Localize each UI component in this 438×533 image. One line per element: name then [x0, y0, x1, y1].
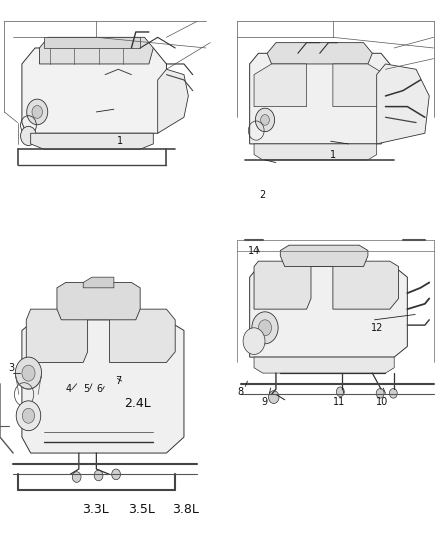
Text: 1: 1	[117, 136, 124, 146]
Polygon shape	[39, 37, 153, 64]
Polygon shape	[83, 277, 114, 288]
Circle shape	[22, 408, 35, 423]
Polygon shape	[267, 43, 372, 64]
Text: 8: 8	[237, 387, 243, 397]
Circle shape	[268, 391, 279, 403]
Text: 3.3L: 3.3L	[82, 503, 109, 515]
Circle shape	[261, 115, 269, 125]
Polygon shape	[377, 64, 429, 144]
Polygon shape	[22, 48, 166, 133]
Polygon shape	[280, 245, 368, 266]
Text: 2.4L: 2.4L	[124, 397, 152, 410]
Polygon shape	[254, 357, 394, 373]
Polygon shape	[22, 320, 184, 453]
Circle shape	[32, 106, 42, 118]
Text: 12: 12	[371, 323, 383, 333]
Circle shape	[376, 389, 384, 398]
Polygon shape	[250, 53, 390, 144]
Text: 3: 3	[9, 363, 15, 373]
Text: 11: 11	[333, 398, 346, 407]
Polygon shape	[158, 69, 188, 133]
Circle shape	[112, 469, 120, 480]
Polygon shape	[26, 309, 88, 362]
Polygon shape	[254, 64, 307, 107]
Text: 6: 6	[97, 384, 103, 394]
Circle shape	[243, 328, 265, 354]
Polygon shape	[44, 37, 140, 48]
Circle shape	[16, 401, 41, 431]
Text: 2: 2	[260, 190, 266, 199]
Polygon shape	[254, 261, 311, 309]
Circle shape	[15, 357, 42, 389]
Text: 14: 14	[248, 246, 260, 255]
Circle shape	[21, 126, 36, 146]
Text: 10: 10	[376, 398, 389, 407]
Text: 3.8L: 3.8L	[172, 503, 199, 515]
Circle shape	[258, 320, 272, 336]
Circle shape	[336, 387, 344, 397]
Circle shape	[94, 470, 103, 481]
Circle shape	[72, 472, 81, 482]
Polygon shape	[254, 144, 377, 160]
Circle shape	[255, 108, 275, 132]
Circle shape	[22, 365, 35, 381]
Polygon shape	[250, 266, 407, 357]
Text: 3.5L: 3.5L	[127, 503, 155, 515]
Polygon shape	[333, 64, 385, 107]
Circle shape	[252, 312, 278, 344]
Text: 5: 5	[83, 384, 89, 394]
Circle shape	[27, 99, 48, 125]
Text: 9: 9	[261, 398, 267, 407]
Polygon shape	[57, 282, 140, 320]
Polygon shape	[110, 309, 175, 362]
Text: 4: 4	[66, 384, 72, 394]
Polygon shape	[333, 261, 399, 309]
Circle shape	[389, 389, 397, 398]
Text: 7: 7	[115, 376, 121, 386]
Polygon shape	[31, 133, 153, 149]
Text: 1: 1	[330, 150, 336, 159]
